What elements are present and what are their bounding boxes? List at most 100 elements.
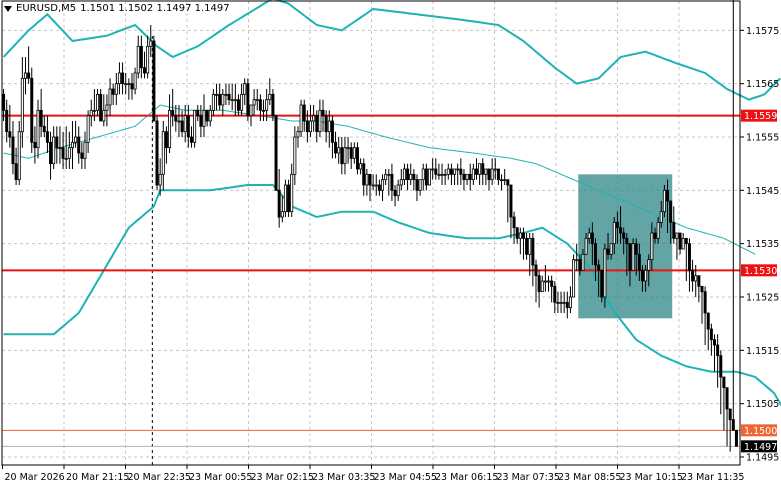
- candle-body-bear: [271, 93, 275, 117]
- candle: [283, 179, 287, 217]
- candle-body-bull: [208, 109, 212, 122]
- candle-body-bear: [619, 227, 623, 234]
- candle-body-bear: [11, 136, 15, 165]
- candle: [86, 110, 90, 153]
- candle-body-bear: [412, 173, 416, 181]
- candle: [355, 142, 359, 175]
- candle: [550, 275, 554, 303]
- candle: [402, 163, 406, 185]
- candle-body-bull: [399, 179, 403, 186]
- candle: [42, 115, 46, 137]
- candle: [105, 94, 109, 127]
- candle: [215, 83, 219, 111]
- candle-body-bull: [308, 120, 312, 133]
- candle: [706, 312, 710, 351]
- candle: [478, 163, 482, 185]
- candle-body-bear: [590, 232, 594, 245]
- candle: [490, 158, 494, 185]
- candle: [168, 94, 172, 153]
- candle: [465, 173, 469, 185]
- candle-body-bull: [365, 173, 369, 186]
- candle: [434, 158, 438, 180]
- candle: [143, 51, 146, 79]
- candle-body-bear: [55, 136, 59, 149]
- candle: [111, 83, 115, 105]
- candle-body-bull: [36, 109, 40, 149]
- candle-body-bear: [716, 344, 720, 357]
- candle: [734, 429, 738, 447]
- candle: [240, 83, 244, 116]
- candle-body-bull: [127, 83, 131, 86]
- candle: [127, 78, 131, 100]
- candle-body-bull: [146, 45, 150, 74]
- candle: [443, 169, 447, 185]
- candle: [130, 73, 134, 100]
- candle-body-bull: [83, 141, 87, 159]
- candle: [352, 142, 356, 164]
- candle: [694, 265, 698, 297]
- highlight-zone-box: [578, 174, 673, 319]
- candle-body-bear: [628, 243, 632, 271]
- candle: [462, 169, 466, 191]
- candle: [384, 169, 388, 185]
- candle-body-bull: [500, 179, 504, 182]
- candle: [691, 259, 695, 292]
- candle: [346, 137, 350, 164]
- candle-body-bull: [418, 179, 422, 191]
- candle: [58, 126, 62, 164]
- candle-body-bull: [290, 173, 294, 213]
- candle: [381, 174, 385, 201]
- candle: [224, 83, 228, 105]
- candle-body-bull: [603, 248, 607, 298]
- candle: [149, 25, 153, 57]
- candle-body-bull: [124, 83, 128, 86]
- candle: [399, 169, 403, 191]
- candle: [725, 387, 729, 447]
- ohlc-readout: 1.1501 1.1502 1.1497 1.1497: [80, 3, 230, 14]
- candle-body-bear: [205, 109, 209, 122]
- candle-body-bull: [540, 280, 544, 293]
- candle-body-bull: [177, 120, 181, 123]
- candle: [446, 163, 450, 180]
- candle-body-bear: [274, 115, 278, 191]
- candle-body-bear: [171, 109, 175, 117]
- candle-body-bear: [537, 275, 541, 293]
- candle-body-bull: [453, 168, 457, 175]
- candle: [681, 233, 685, 250]
- candle: [70, 121, 74, 169]
- candle: [531, 233, 535, 287]
- candle: [218, 83, 222, 111]
- candle: [540, 275, 544, 293]
- collapse-triangle-icon[interactable]: [4, 5, 12, 12]
- candle-body-bear: [196, 109, 200, 117]
- candle-body-bear: [393, 189, 397, 197]
- candle-body-bull: [484, 168, 488, 175]
- candle-body-bear: [615, 221, 619, 229]
- level-tag-label: 1.1559: [744, 111, 777, 122]
- candle: [631, 238, 635, 271]
- candle-body-bull: [343, 147, 347, 165]
- candle: [139, 35, 143, 79]
- candle-body-bull: [694, 275, 698, 282]
- candle-body-bear: [496, 168, 500, 181]
- candle-body-bull: [23, 72, 27, 79]
- candle: [581, 249, 585, 271]
- grid: [2, 1, 740, 465]
- y-tick-label: 1.1535: [746, 239, 779, 250]
- candle: [374, 174, 378, 196]
- candle: [619, 206, 623, 244]
- candle-body-bear: [481, 163, 485, 175]
- candle-body-bear: [509, 184, 513, 218]
- candle-body-bull: [587, 232, 591, 239]
- candle: [625, 233, 629, 276]
- candle-body-bear: [180, 120, 184, 133]
- candle: [644, 265, 648, 292]
- candle-body-bull: [158, 173, 162, 186]
- candle: [481, 158, 485, 185]
- candle-body-bull: [296, 131, 300, 138]
- candle-body-bull: [193, 109, 197, 143]
- candle-body-bull: [402, 168, 406, 181]
- candle-body-bear: [550, 280, 554, 287]
